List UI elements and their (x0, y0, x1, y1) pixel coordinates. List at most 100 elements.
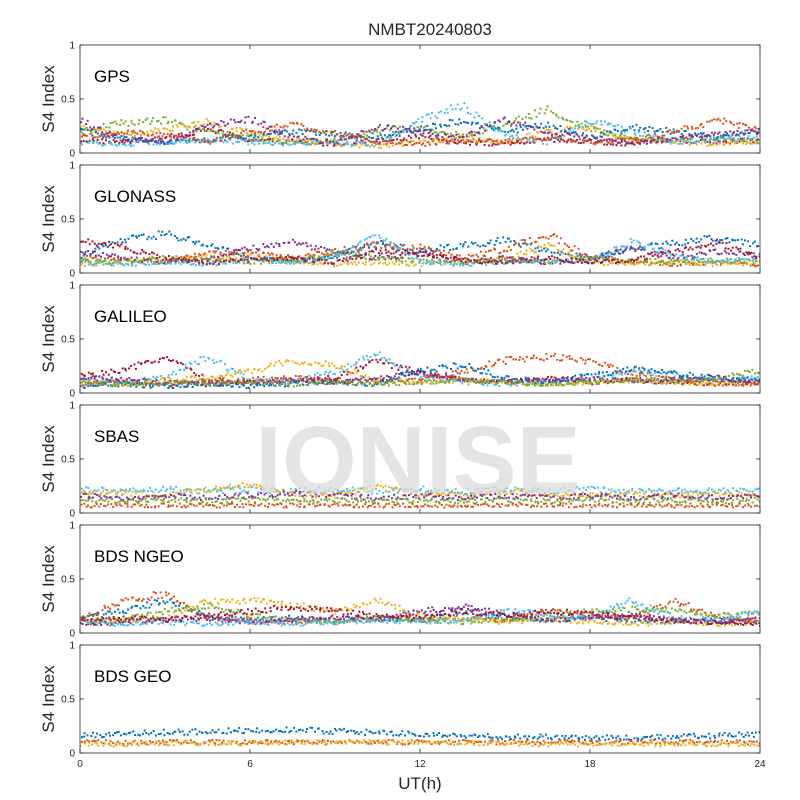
data-point (372, 132, 375, 135)
data-point (245, 258, 248, 261)
data-point (110, 143, 113, 146)
data-point (82, 374, 85, 377)
data-point (188, 236, 191, 239)
data-point (752, 263, 754, 266)
data-point (665, 240, 668, 243)
data-point (383, 257, 385, 260)
data-point (230, 134, 233, 137)
data-point (130, 234, 133, 237)
data-point (751, 256, 754, 259)
data-point (97, 129, 100, 132)
data-point (336, 377, 339, 380)
data-point (173, 136, 176, 139)
data-point (543, 112, 546, 115)
data-point (549, 139, 552, 142)
data-point (437, 373, 440, 376)
data-point (683, 256, 685, 259)
data-point (542, 131, 544, 134)
data-point (386, 359, 388, 362)
data-point (120, 257, 122, 260)
data-point (89, 126, 92, 129)
data-point (415, 251, 418, 254)
data-point (448, 375, 451, 378)
data-point (301, 140, 304, 143)
data-point (280, 143, 283, 146)
data-point (146, 261, 149, 264)
data-point (744, 129, 747, 132)
data-point (152, 130, 155, 133)
data-point (389, 252, 392, 255)
data-point (716, 252, 719, 255)
data-point (465, 121, 468, 124)
data-point (94, 247, 97, 250)
data-point (391, 141, 394, 144)
data-point (132, 129, 135, 132)
data-point (756, 138, 759, 141)
data-point (535, 125, 538, 128)
data-point (756, 376, 759, 378)
data-point (542, 262, 545, 265)
data-point (130, 365, 132, 367)
data-point (428, 142, 431, 144)
data-point (730, 258, 733, 261)
data-point (420, 143, 423, 146)
data-point (656, 135, 659, 138)
data-point (275, 254, 278, 257)
data-point (671, 253, 674, 256)
data-point (667, 260, 670, 263)
data-point (164, 260, 166, 263)
data-point (450, 132, 452, 135)
data-point (361, 375, 364, 377)
data-point (154, 262, 157, 265)
data-point (525, 257, 528, 260)
data-point (630, 241, 633, 244)
data-point (600, 120, 602, 123)
data-point (606, 264, 609, 266)
data-point (298, 138, 301, 141)
data-point (266, 138, 269, 141)
data-point (617, 136, 620, 139)
data-point (240, 370, 243, 373)
data-point (350, 144, 353, 146)
data-point (754, 130, 757, 133)
data-point (604, 253, 606, 256)
data-point (190, 255, 193, 258)
data-point (356, 254, 359, 257)
data-point (461, 245, 464, 248)
data-point (280, 258, 283, 261)
data-point (492, 260, 495, 263)
data-point (697, 245, 700, 248)
data-point (709, 250, 712, 252)
data-point (181, 363, 184, 366)
data-point (357, 369, 360, 372)
data-point (503, 134, 506, 137)
data-point (690, 381, 692, 384)
data-point (267, 127, 269, 130)
data-point (693, 261, 696, 264)
data-point (334, 254, 337, 257)
data-point (195, 255, 197, 258)
data-point (162, 377, 165, 380)
data-point (567, 127, 570, 130)
data-point (577, 126, 580, 129)
data-point (407, 251, 410, 254)
data-point (692, 263, 695, 266)
data-point (403, 137, 406, 140)
data-point (292, 129, 295, 132)
data-point (503, 256, 506, 259)
data-point (501, 129, 503, 132)
data-point (443, 262, 446, 265)
data-point (204, 130, 206, 133)
data-point (92, 257, 95, 259)
data-point (634, 137, 637, 140)
data-point (602, 259, 605, 262)
data-point (547, 237, 550, 240)
data-point (316, 139, 318, 142)
data-point (418, 261, 421, 264)
data-point (537, 255, 540, 258)
data-point (694, 133, 697, 136)
data-point (602, 133, 605, 136)
data-point (285, 262, 288, 265)
data-point (532, 139, 535, 142)
data-point (601, 140, 603, 143)
